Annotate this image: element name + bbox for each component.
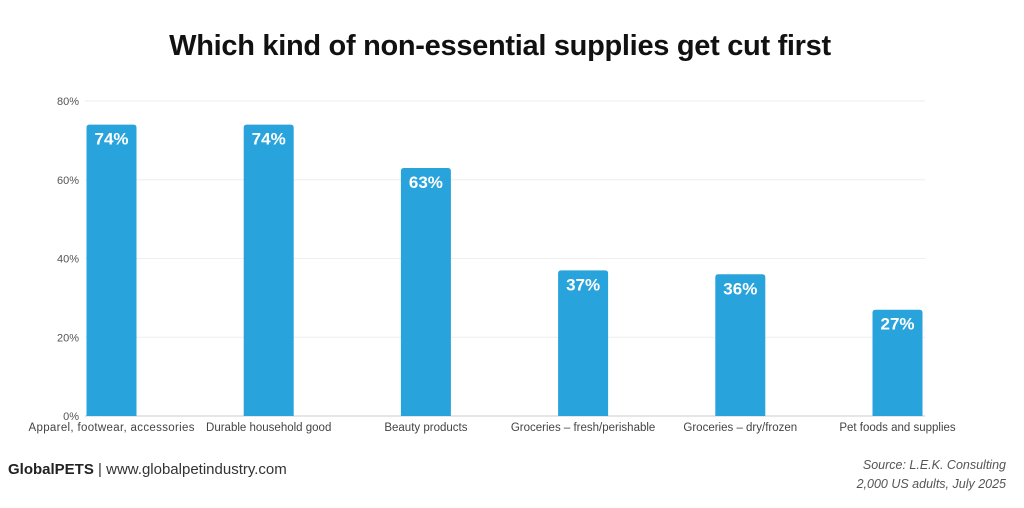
bar [715,274,766,416]
y-tick-label: 40% [57,254,79,266]
data-label: 27% [880,315,914,334]
data-label: 74% [252,130,286,149]
website-link[interactable]: www.globalpetindustry.com [106,461,287,478]
bar [243,124,294,416]
brand-name: GlobalPETS [8,461,94,478]
footer-brand: GlobalPETS | www.globalpetindustry.com [8,461,287,478]
bar [400,167,451,416]
bar-chart: 0% 20% 40% 60% 80% 74% Apparel, footwear, acce… [29,96,956,434]
sample-text: 2,000 US adults, July 2025 [856,477,1006,491]
data-label: 74% [94,130,128,149]
x-tick-label: Groceries – dry/frozen [683,422,797,434]
data-label: 36% [723,279,757,298]
bar [558,270,609,416]
bar [872,309,923,416]
y-tick-label: 0% [63,411,79,423]
data-label: 37% [566,275,600,294]
x-tick-label: Apparel, footwear, accessories [29,422,195,434]
chart-title: Which kind of non-essential supplies get… [169,30,831,62]
bar [86,124,137,416]
x-tick-label: Durable household good [206,422,331,434]
y-tick-label: 60% [57,175,79,187]
separator: | [98,461,102,478]
x-tick-label: Groceries – fresh/perishable [511,422,655,434]
source-text: Source: L.E.K. Consulting [862,458,1006,472]
y-tick-label: 80% [57,96,79,108]
source-note: Source: L.E.K. Consulting 2,000 US adult… [857,456,1006,494]
data-label: 63% [409,173,443,192]
x-tick-label: Pet foods and supplies [839,422,956,434]
y-tick-label: 20% [57,332,79,344]
x-tick-label: Beauty products [384,422,467,434]
